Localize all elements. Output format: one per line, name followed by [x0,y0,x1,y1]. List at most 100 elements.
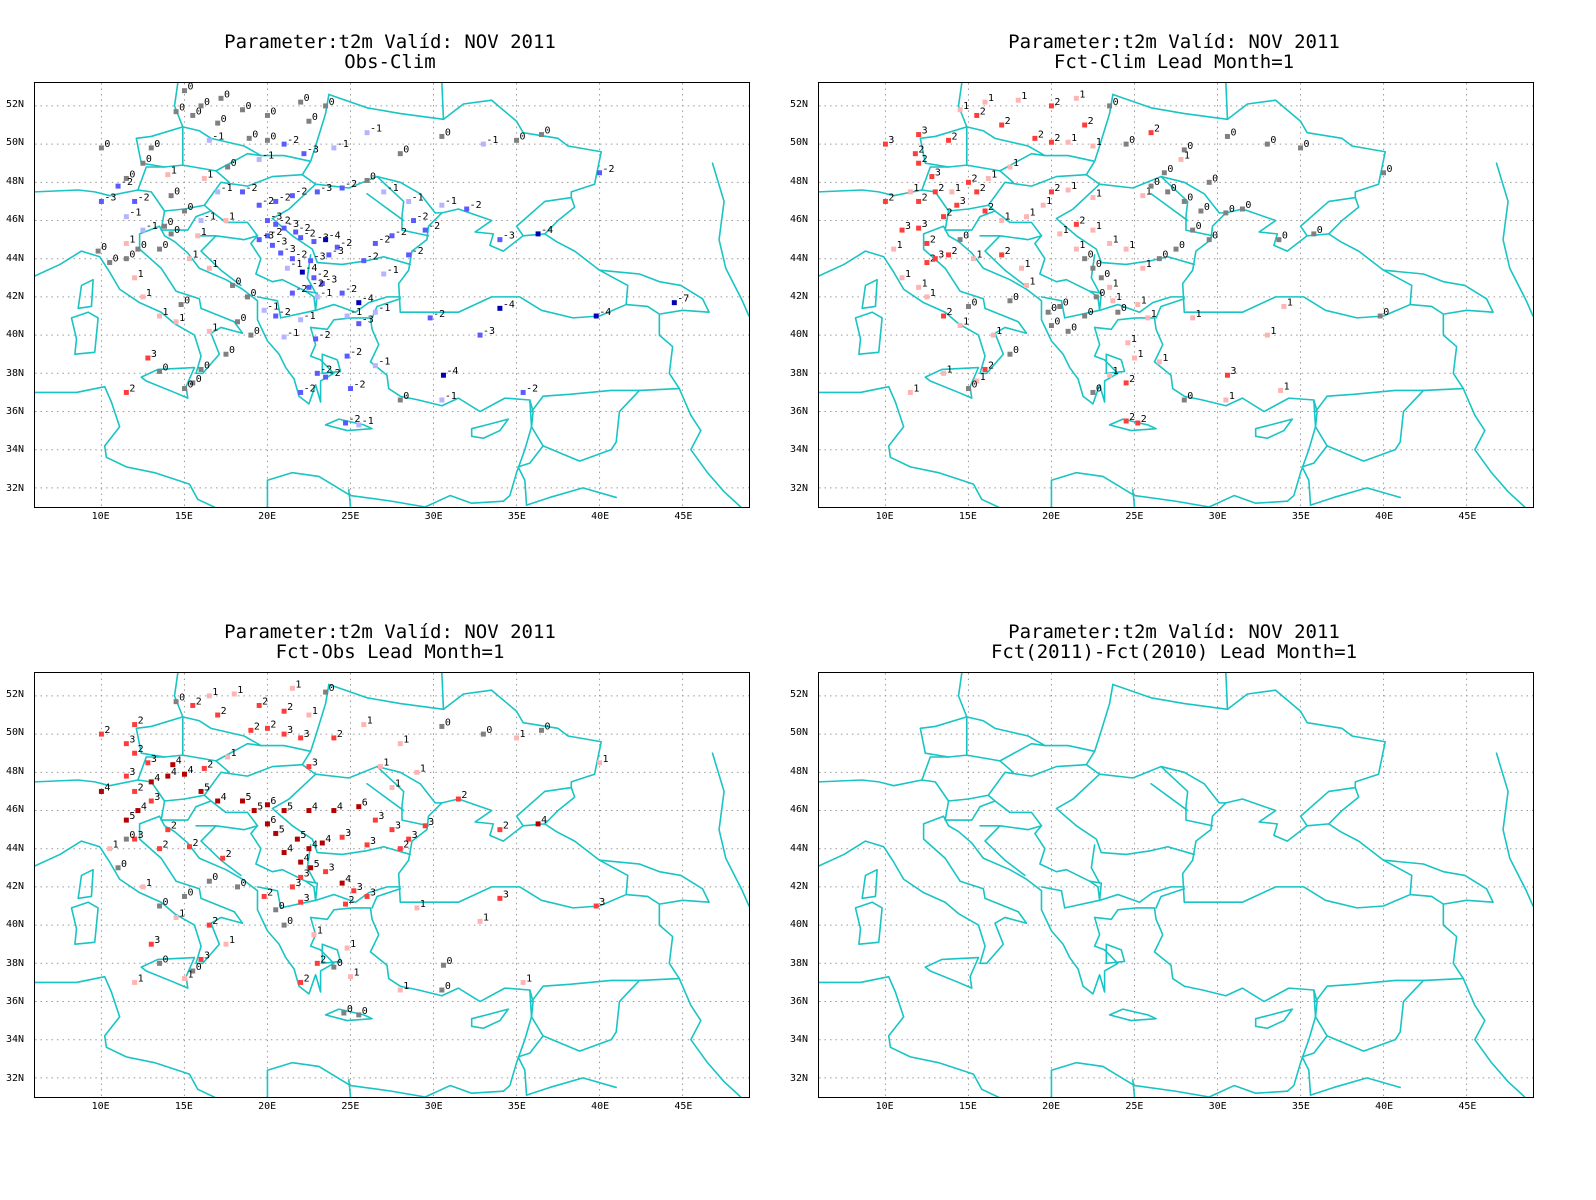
coastlines [35,673,749,1097]
station-value: 2 [1154,124,1160,135]
station-marker [480,731,486,737]
stations: -3-1-100-1-1 -2-2 -2-2 -3 -20-1-1 -1-2-2-2-2-… [95,83,689,428]
coastline [1155,297,1186,319]
coastline [819,385,1289,507]
lat-tick-label: 50N [6,137,25,149]
lon-tick-label: 15E [174,1101,193,1112]
station-marker [1161,170,1167,176]
station-marker [135,808,141,814]
station-marker [223,351,229,357]
station-marker [520,389,526,395]
coastline [77,278,94,310]
station-value: 0 [1104,269,1110,280]
coastlines [819,83,1533,507]
station-value: 0 [270,131,276,142]
station-marker [314,960,320,966]
station-marker [107,260,113,266]
station-value: 1 [980,372,986,383]
station-value: -3 [307,145,319,156]
station-value: 1 [367,716,373,727]
station-value: -3 [362,315,374,326]
station-marker [929,174,935,180]
station-marker [1125,340,1131,346]
station-marker [215,798,221,804]
station-marker [965,386,971,392]
station-value: 2 [1005,246,1011,257]
station-value: 1 [897,240,903,251]
station-value: 0 [221,114,227,125]
station-value: 2 [1038,129,1044,140]
station-value: 0 [270,106,276,117]
station-marker [1123,141,1129,147]
station-marker [1156,359,1162,365]
station-marker [308,865,314,871]
station-value: 1 [520,729,526,740]
station-value: 0 [1129,135,1135,146]
station-value: 0 [1051,303,1057,314]
station-value: 1 [1113,366,1119,377]
coastline [530,859,710,1003]
station-value: 0 [196,106,202,117]
station-marker [123,256,129,262]
station-marker [1107,103,1113,109]
station-value: 0 [250,288,256,299]
station-value: 1 [317,926,323,937]
station-value: 2 [930,234,936,245]
station-marker [364,842,370,848]
lat-tick-label: 52N [790,689,809,701]
station-value: 5 [129,811,135,822]
station-value: 0 [163,897,169,908]
station-marker [1156,256,1162,262]
station-marker [215,120,221,126]
coastline [397,798,629,909]
station-value: 0 [1088,307,1094,318]
station-marker [306,284,312,290]
station-marker [1024,214,1030,220]
station-value: 1 [1046,196,1052,207]
station-marker [140,884,146,890]
coastline [542,979,641,1052]
station-marker [298,317,304,323]
station-marker [946,137,952,143]
station-marker [225,754,231,760]
coastline [957,673,968,718]
station-value: 2 [888,192,894,203]
station-value: 0 [1212,231,1218,242]
station-marker [364,177,370,183]
station-value: -1 [304,311,316,322]
station-marker [165,172,171,178]
station-marker [140,294,146,300]
station-marker [157,903,163,909]
station-marker [1048,103,1054,109]
station-marker [298,899,304,905]
station-marker [372,817,378,823]
station-value: 0 [1187,391,1193,402]
coastline [1132,1078,1136,1097]
coastline [1301,989,1328,1096]
coastline [678,387,742,507]
station-value: 5 [279,824,285,835]
station-value: 2 [254,721,260,732]
station-marker [248,332,254,338]
lat-tick-label: 42N [790,880,809,892]
station-value: 0 [1071,322,1077,333]
station-marker [115,865,121,871]
station-marker [157,368,163,374]
station-marker [281,731,287,737]
station-value: -2 [304,229,316,240]
station-marker [98,145,104,151]
station-value: 1 [138,269,144,280]
station-marker [1140,193,1146,199]
coastline [1181,798,1413,909]
station-marker [348,386,354,392]
station-marker [916,225,922,231]
coastline [1155,887,1186,909]
station-value: 3 [599,897,605,908]
coastline [181,93,330,163]
coastline [957,83,968,128]
station-value: 3 [428,817,434,828]
station-value: 0 [370,171,376,182]
coastline [1225,83,1229,121]
station-marker [1148,183,1154,189]
station-value: -1 [204,212,216,223]
